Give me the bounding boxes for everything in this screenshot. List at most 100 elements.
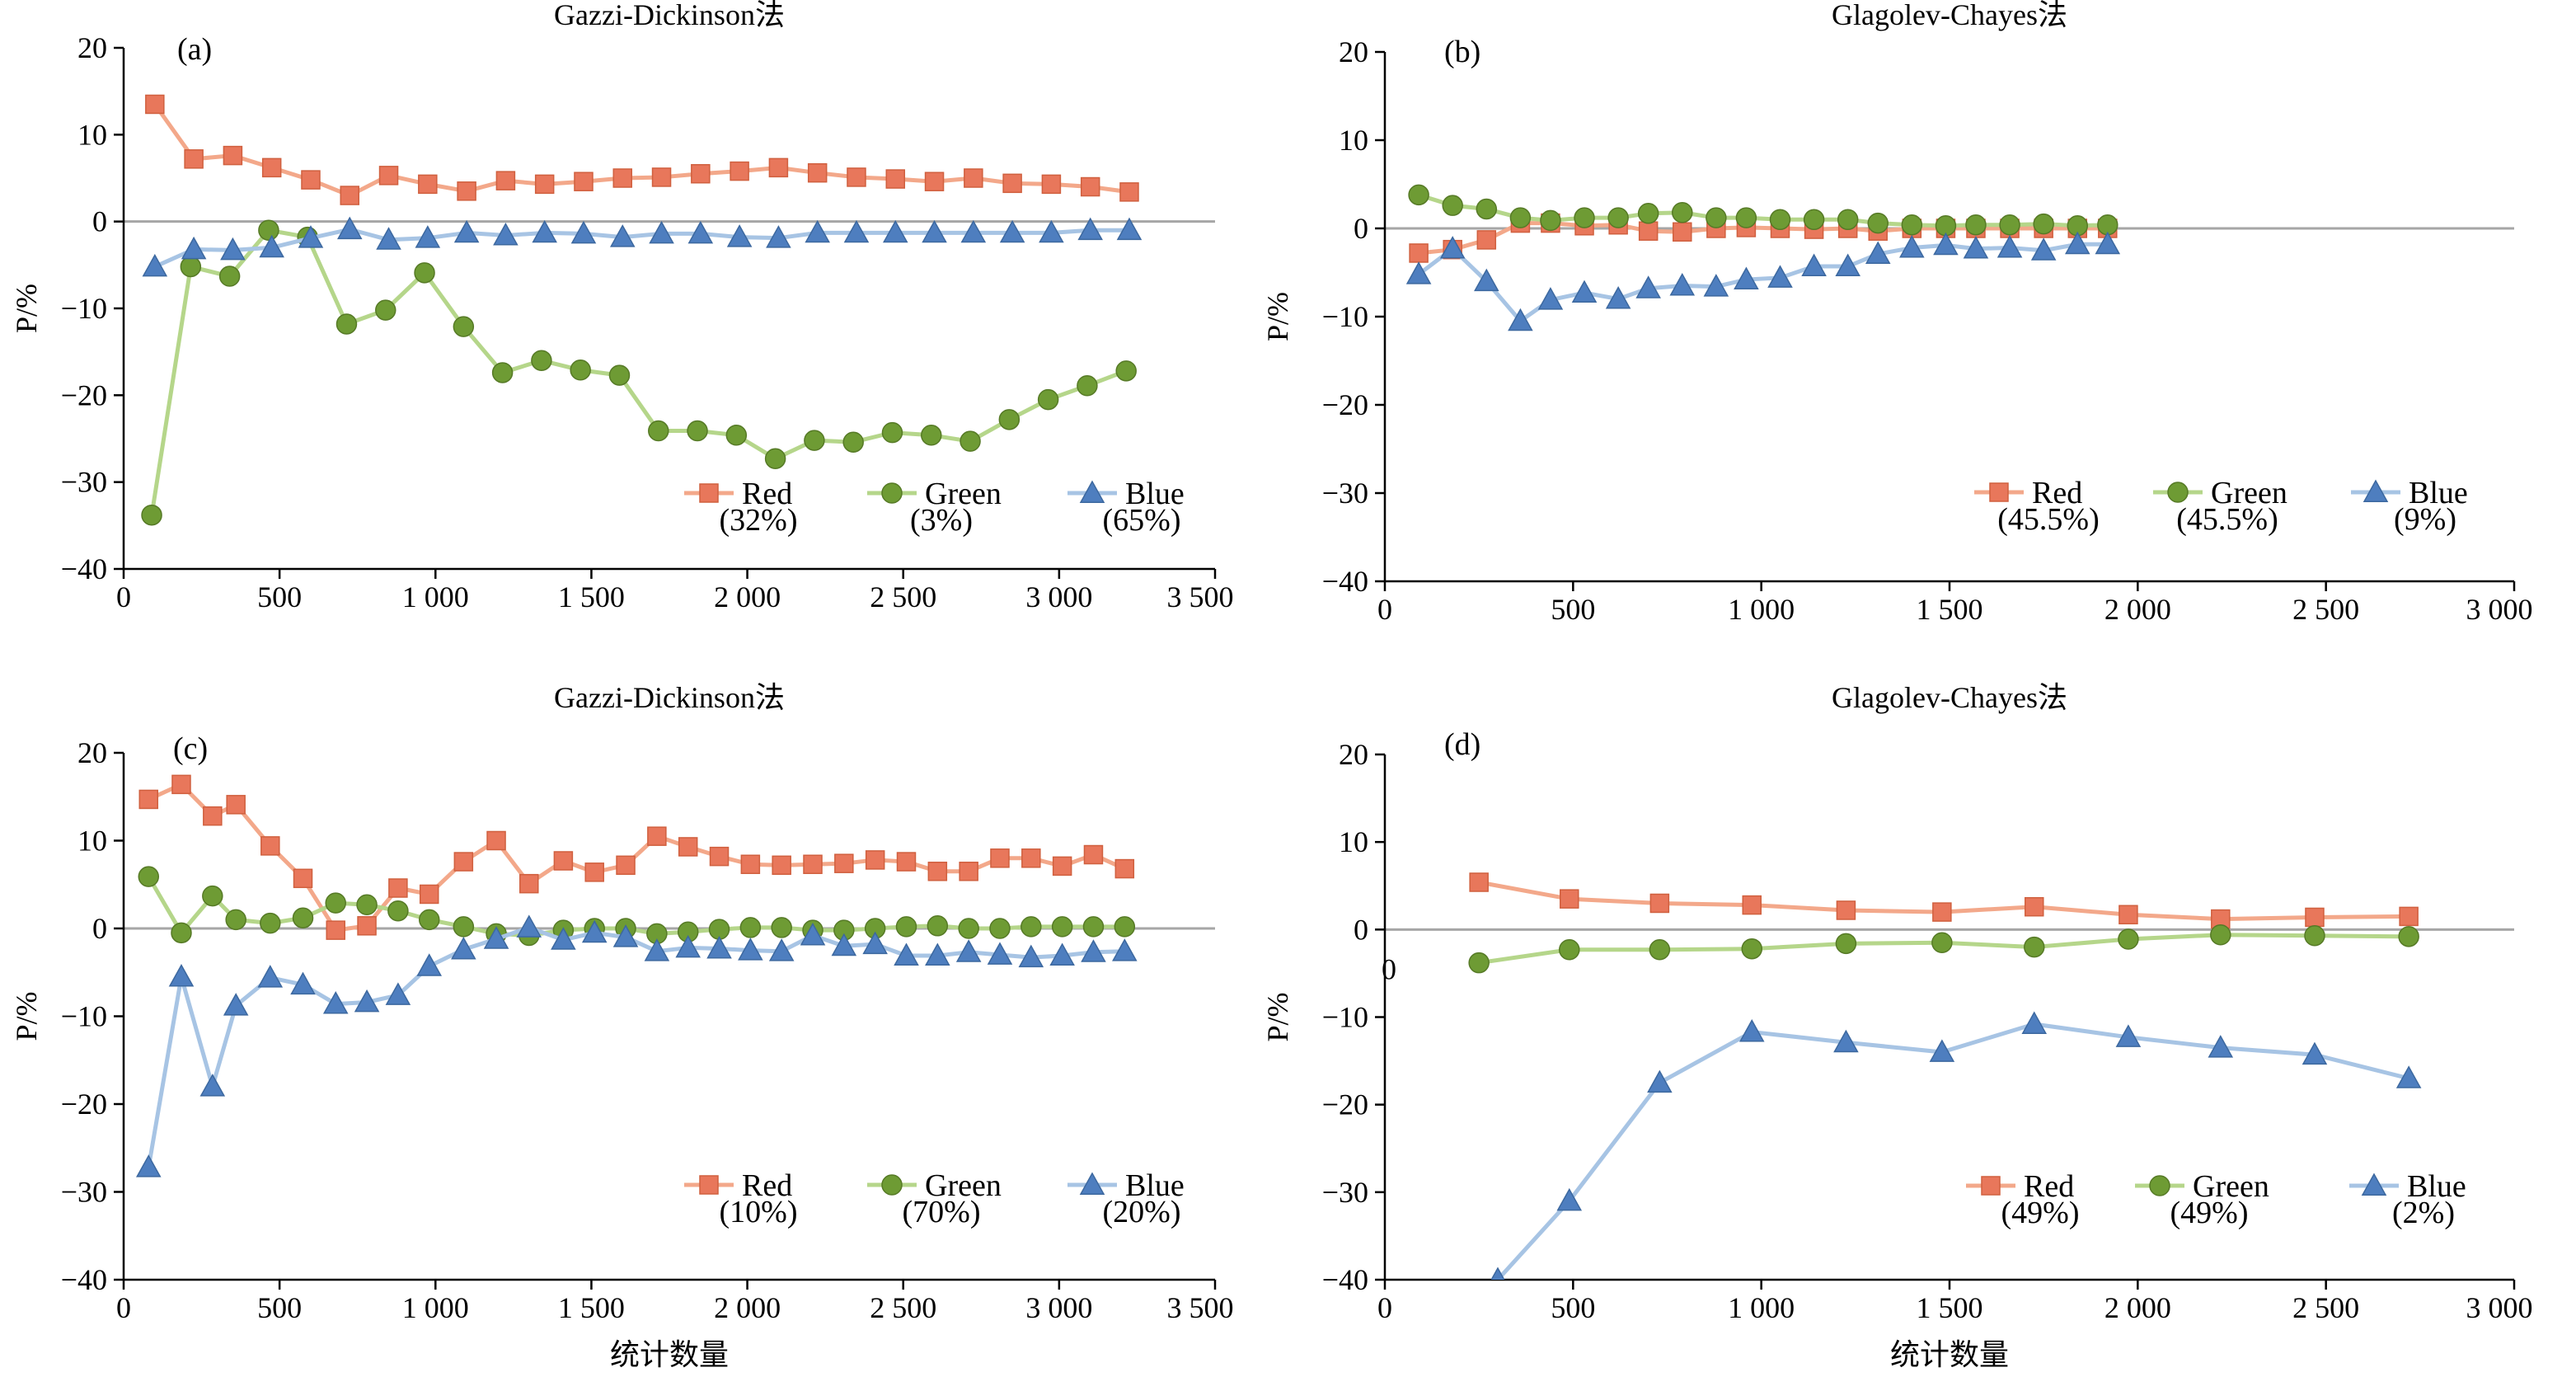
panel-c: −40 −30 −20 −10 0 10 20 0 500 1 000 1 500 2 000 2 50… <box>10 681 1234 1371</box>
data-point-blue <box>1081 939 1106 962</box>
x-tick-label: 500 <box>257 1291 302 1324</box>
data-point-red <box>1041 174 1062 195</box>
data-point-blue <box>1767 265 1793 288</box>
x-tick-label: 500 <box>1551 1291 1595 1324</box>
data-point-green <box>1867 212 1889 234</box>
panel-label: (d) <box>1444 727 1480 762</box>
y-tick-label: −20 <box>1322 388 1368 421</box>
legend-series-percent: (2%) <box>2392 1196 2455 1230</box>
data-point-green <box>1837 209 1859 231</box>
data-point-red <box>612 168 633 188</box>
data-point-blue <box>1116 217 1143 241</box>
data-point-blue <box>768 938 795 961</box>
data-point-green <box>202 885 223 907</box>
y-tick-label: −40 <box>1322 1263 1368 1296</box>
chart-title: Glagolev-Chayes法 <box>1832 0 2067 31</box>
data-point-red <box>959 862 978 881</box>
x-axis-label: 统计数量 <box>1890 1338 2009 1371</box>
data-point-green <box>1835 933 1857 955</box>
data-point-blue <box>894 942 919 966</box>
data-point-blue <box>987 942 1013 965</box>
data-point-red <box>340 186 360 205</box>
data-point-blue <box>199 1074 226 1097</box>
data-point-red <box>1742 895 1762 915</box>
data-point-blue <box>1556 1187 1583 1211</box>
chart-title: Gazzi-Dickinson法 <box>554 0 785 31</box>
data-point-green <box>1442 195 1463 216</box>
data-point-green <box>1672 201 1693 223</box>
data-point-green <box>141 504 162 526</box>
data-point-green <box>881 421 903 444</box>
data-point-green <box>453 916 475 938</box>
data-point-red <box>691 163 711 184</box>
chart-title: Gazzi-Dickinson法 <box>554 681 785 714</box>
data-point-blue <box>882 219 908 243</box>
plot-area <box>141 94 1143 526</box>
data-point-blue <box>1112 938 1138 961</box>
data-point-red <box>1560 889 1579 909</box>
y-tick-label: −40 <box>61 552 107 585</box>
legend-marker-green <box>881 1174 903 1196</box>
data-point-blue <box>738 938 763 961</box>
y-tick-label: 10 <box>77 825 107 858</box>
legend-series-name: Red <box>2032 476 2082 510</box>
data-point-blue <box>1963 236 1989 259</box>
data-point-blue <box>766 225 791 248</box>
data-point-red <box>519 873 539 894</box>
data-point-red <box>847 167 866 187</box>
data-point-blue <box>385 982 411 1005</box>
data-point-blue <box>223 993 249 1016</box>
data-point-blue <box>649 220 674 244</box>
data-point-green <box>1114 916 1136 938</box>
x-tick-label: 1 500 <box>1917 1291 1983 1324</box>
data-point-red <box>964 168 983 188</box>
data-point-blue <box>322 991 349 1014</box>
data-point-red <box>927 862 948 881</box>
panel-label: (c) <box>173 731 208 766</box>
legend-series-percent: (70%) <box>903 1195 981 1229</box>
legend-series-percent: (9%) <box>2394 502 2456 537</box>
x-tick-label: 2 500 <box>870 580 936 613</box>
x-tick-label: 2 000 <box>714 1291 781 1324</box>
data-point-green <box>1408 184 1429 206</box>
data-point-red <box>453 852 474 872</box>
data-point-blue <box>999 219 1025 243</box>
data-point-green <box>687 420 708 442</box>
data-point-blue <box>451 937 476 960</box>
data-point-green <box>1051 916 1073 938</box>
data-point-red <box>1469 872 1489 892</box>
legend-series-name: Red <box>742 1168 792 1203</box>
data-point-red <box>357 916 377 936</box>
data-point-blue <box>644 938 670 961</box>
legend-marker-green <box>2167 482 2189 503</box>
legend-series-name: Red <box>2024 1169 2074 1204</box>
data-point-red <box>293 868 313 889</box>
data-point-green <box>1574 207 1595 228</box>
panel-a: −40 −30 −20 −10 0 10 20 0 500 1 000 1 500 2 000 2 50… <box>10 0 1234 613</box>
data-point-red <box>1119 182 1139 202</box>
data-point-red <box>678 837 698 857</box>
data-point-blue <box>805 219 830 243</box>
data-point-red <box>730 161 749 181</box>
data-point-blue <box>1997 234 2023 258</box>
legend-series-name: Blue <box>1125 477 1185 511</box>
data-point-red <box>1409 243 1429 263</box>
data-point-red <box>260 836 280 856</box>
x-tick-label: 2 000 <box>2104 1291 2171 1324</box>
data-point-red <box>709 846 730 867</box>
data-point-green <box>804 430 825 451</box>
data-point-red <box>990 848 1010 868</box>
data-point-blue <box>1405 261 1432 284</box>
data-point-blue <box>1537 287 1564 310</box>
zero-annotation: 0 <box>1382 952 1396 985</box>
legend-series-name: Blue <box>2409 476 2468 510</box>
data-point-blue <box>290 971 316 995</box>
y-axis-label: P/% <box>10 991 43 1041</box>
data-point-green <box>1741 938 1762 960</box>
data-point-blue <box>2115 1024 2142 1047</box>
legend-series-percent: (45.5%) <box>2176 502 2278 537</box>
panel-b: −40 −30 −20 −10 0 10 20 0 500 1 000 1 500 2 000 2 50… <box>1261 0 2533 626</box>
data-point-blue <box>2302 1041 2328 1065</box>
data-point-red <box>419 884 439 905</box>
series-line-green <box>149 228 1128 516</box>
